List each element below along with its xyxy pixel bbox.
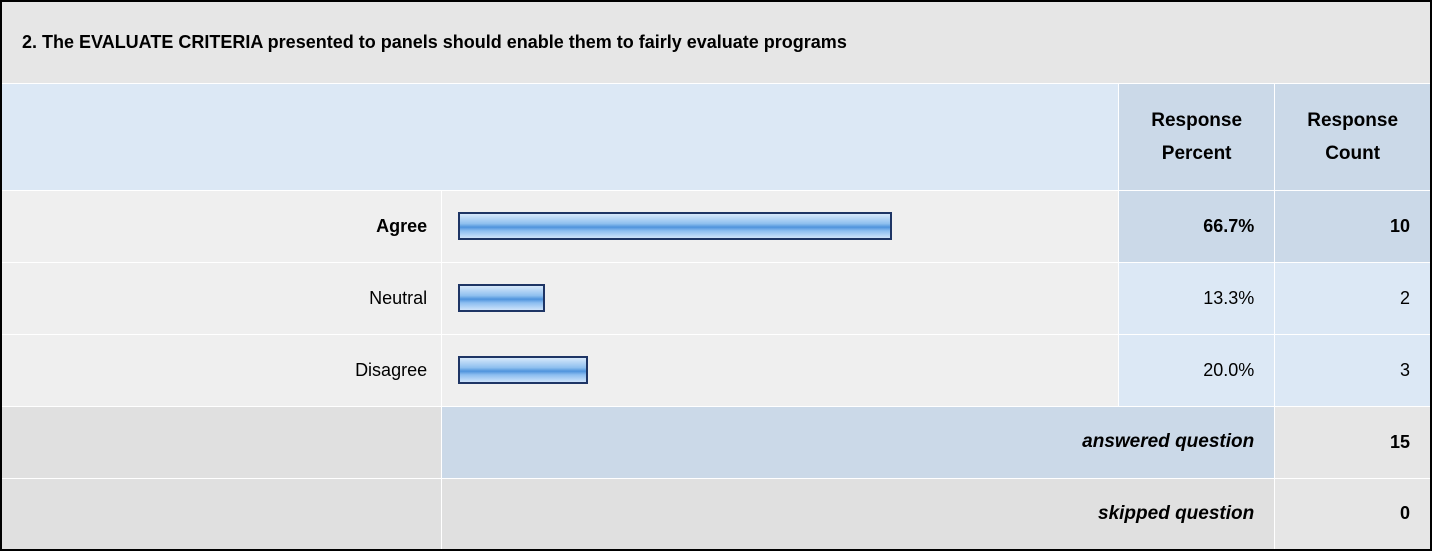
bar-cell	[441, 333, 1120, 407]
title-row: 2. The EVALUATE CRITERIA presented to pa…	[0, 0, 1432, 84]
response-count-header-line1: Response	[1307, 109, 1399, 131]
option-label: Agree	[0, 189, 443, 263]
summary-spacer	[0, 405, 443, 479]
question-title: 2. The EVALUATE CRITERIA presented to pa…	[0, 0, 1432, 84]
bar-agree	[458, 212, 892, 240]
response-percent: 66.7%	[1118, 189, 1276, 263]
response-count: 2	[1274, 261, 1432, 335]
option-row-disagree: Disagree 20.0% 3	[0, 333, 1432, 407]
response-count-header-line2: Count	[1325, 142, 1381, 164]
answered-question-label: answered question	[441, 405, 1276, 479]
bar-cell	[441, 189, 1120, 263]
option-label: Neutral	[0, 261, 443, 335]
response-count-header: Response Count	[1274, 82, 1432, 191]
bar-neutral	[458, 284, 545, 312]
answered-question-value: 15	[1274, 405, 1432, 479]
answered-row: answered question 15	[0, 405, 1432, 479]
option-row-agree: Agree 66.7% 10	[0, 189, 1432, 263]
response-count: 3	[1274, 333, 1432, 407]
bar-cell	[441, 261, 1120, 335]
response-percent-header-line2: Percent	[1161, 142, 1232, 164]
header-row: Response Percent Response Count	[0, 82, 1432, 191]
skipped-row: skipped question 0	[0, 477, 1432, 551]
option-label: Disagree	[0, 333, 443, 407]
header-spacer	[0, 82, 1120, 191]
summary-spacer	[0, 477, 443, 551]
skipped-question-label: skipped question	[441, 477, 1276, 551]
response-percent-header-line1: Response	[1151, 109, 1243, 131]
response-percent-header: Response Percent	[1118, 82, 1276, 191]
response-percent: 13.3%	[1118, 261, 1276, 335]
bar-disagree	[458, 356, 589, 384]
skipped-question-value: 0	[1274, 477, 1432, 551]
response-count: 10	[1274, 189, 1432, 263]
option-row-neutral: Neutral 13.3% 2	[0, 261, 1432, 335]
response-percent: 20.0%	[1118, 333, 1276, 407]
